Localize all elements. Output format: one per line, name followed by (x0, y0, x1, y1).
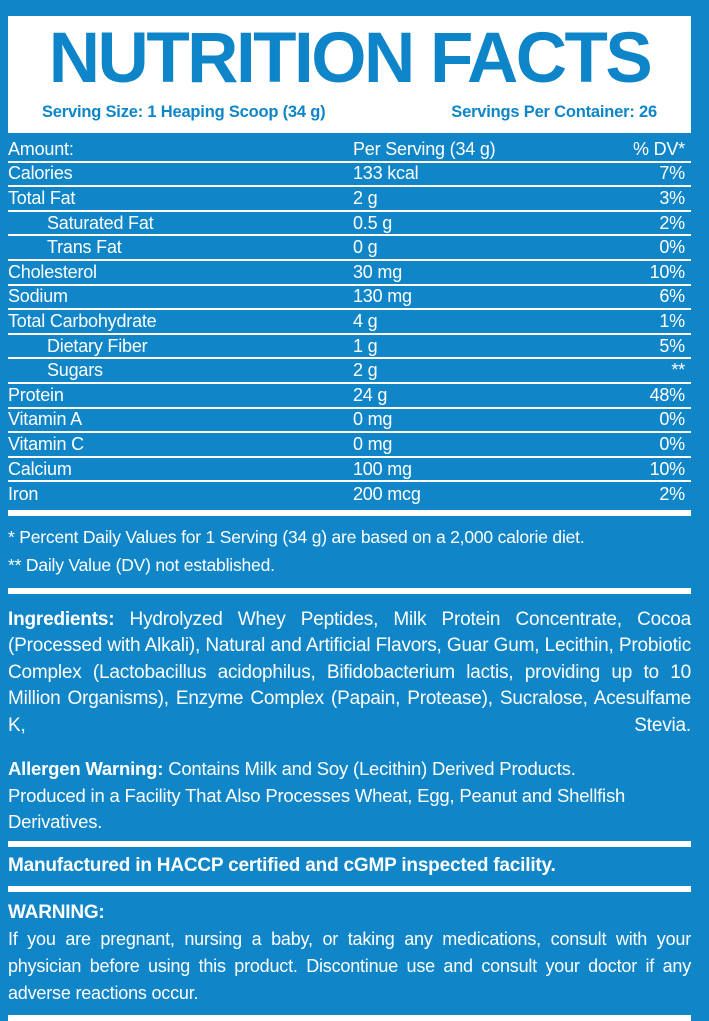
row-dv: 0% (659, 409, 685, 430)
row-name: Iron (8, 484, 39, 505)
allergen-line2: Produced in a Facility That Also Process… (8, 784, 626, 833)
page-title: NUTRITION FACTS (48, 19, 653, 98)
ingredients-list: Hydrolyzed Whey Peptides, Milk Protein C… (8, 608, 691, 736)
nutrition-table: Amount: Per Serving (34 g) % DV* Calorie… (8, 138, 691, 507)
row-name: Total Carbohydrate (8, 310, 157, 331)
row-name: Total Fat (8, 187, 76, 208)
row-name: Sugars (47, 360, 103, 381)
divider (8, 885, 691, 892)
table-row: Vitamin A 0 mg 0% (8, 409, 691, 434)
row-amount: 1 g (353, 335, 378, 356)
dv-footnote: * Percent Daily Values for 1 Serving (34… (8, 526, 585, 547)
manufactured-text: Manufactured in HACCP certified and cGMP… (8, 854, 556, 876)
row-amount: 2 g (353, 187, 378, 208)
row-amount: 0.5 g (353, 212, 393, 233)
row-name: Sodium (8, 286, 68, 307)
row-name: Calories (8, 163, 73, 184)
row-name: Vitamin C (8, 433, 84, 454)
not-established-footnote: ** Daily Value (DV) not established. (8, 554, 275, 575)
allergen-line1: Contains Milk and Soy (Lecithin) Derived… (168, 757, 576, 779)
allergen-text: Allergen Warning: Contains Milk and Soy … (8, 756, 691, 836)
table-row: Cholesterol 30 mg 10% (8, 261, 691, 286)
row-name: Trans Fat (47, 237, 122, 258)
row-amount: 130 mg (353, 286, 412, 307)
divider (8, 587, 691, 594)
ingredients-label: Ingredients: (8, 608, 115, 630)
row-dv: ** (671, 360, 685, 381)
table-row: Dietary Fiber 1 g 5% (8, 335, 691, 360)
row-name: Dietary Fiber (47, 335, 148, 356)
row-dv: 0% (659, 433, 685, 454)
row-dv: 10% (649, 458, 686, 479)
footnotes-section: * Percent Daily Values for 1 Serving (34… (8, 516, 691, 588)
ingredients-text: Ingredients: Hydrolyzed Whey Peptides, M… (8, 607, 691, 739)
row-dv: 0% (659, 237, 685, 258)
row-amount: 30 mg (353, 261, 403, 282)
table-row: Calories 133 kcal 7% (8, 163, 691, 188)
row-amount: 100 mg (353, 458, 412, 479)
row-amount: 133 kcal (353, 163, 419, 184)
row-dv: 7% (659, 163, 685, 184)
column-header-amount: Amount: (8, 138, 74, 159)
serving-size-text: Serving Size: 1 Heaping Scoop (34 g) (42, 103, 326, 121)
allergen-label: Allergen Warning: (8, 757, 164, 779)
row-name: Protein (8, 384, 64, 405)
row-dv: 2% (659, 484, 685, 505)
row-dv: 2% (659, 212, 685, 233)
warning-label: WARNING: (8, 901, 105, 923)
row-dv: 5% (659, 335, 685, 356)
row-amount: 4 g (353, 310, 378, 331)
column-header-per-serving: Per Serving (34 g) (353, 138, 496, 159)
table-row: Calcium 100 mg 10% (8, 458, 691, 483)
table-row: Vitamin C 0 mg 0% (8, 433, 691, 458)
divider (8, 840, 691, 847)
row-amount: 2 g (353, 360, 378, 381)
row-name: Calcium (8, 458, 72, 479)
row-amount: 0 g (353, 237, 378, 258)
table-row: Sodium 130 mg 6% (8, 286, 691, 311)
table-row: Iron 200 mcg 2% (8, 482, 691, 507)
row-amount: 0 mg (353, 433, 393, 454)
table-body: Calories 133 kcal 7% Total Fat 2 g 3% Sa… (8, 163, 691, 507)
table-header-row: Amount: Per Serving (34 g) % DV* (8, 138, 691, 163)
row-name: Vitamin A (8, 409, 82, 430)
row-dv: 6% (659, 286, 685, 307)
row-dv: 1% (659, 310, 685, 331)
table-row: Total Fat 2 g 3% (8, 187, 691, 212)
table-row: Sugars 2 g ** (8, 359, 691, 384)
row-dv: 48% (649, 384, 686, 405)
row-amount: 0 mg (353, 409, 393, 430)
row-name: Cholesterol (8, 261, 97, 282)
table-row: Trans Fat 0 g 0% (8, 236, 691, 261)
row-dv: 10% (649, 261, 686, 282)
warning-text: If you are pregnant, nursing a baby, or … (8, 928, 691, 1003)
serving-info-row: Serving Size: 1 Heaping Scoop (34 g) Ser… (42, 103, 657, 122)
table-row: Saturated Fat 0.5 g 2% (8, 212, 691, 237)
column-header-dv: % DV* (632, 138, 685, 159)
table-row: Protein 24 g 48% (8, 384, 691, 409)
row-amount: 24 g (353, 384, 388, 405)
divider (8, 509, 691, 516)
servings-per-container-text: Servings Per Container: 26 (451, 103, 657, 121)
divider (8, 1014, 691, 1021)
header-panel: NUTRITION FACTS Serving Size: 1 Heaping … (8, 16, 691, 133)
row-name: Saturated Fat (47, 212, 154, 233)
row-dv: 3% (659, 187, 685, 208)
table-row: Total Carbohydrate 4 g 1% (8, 310, 691, 335)
row-amount: 200 mcg (353, 484, 421, 505)
